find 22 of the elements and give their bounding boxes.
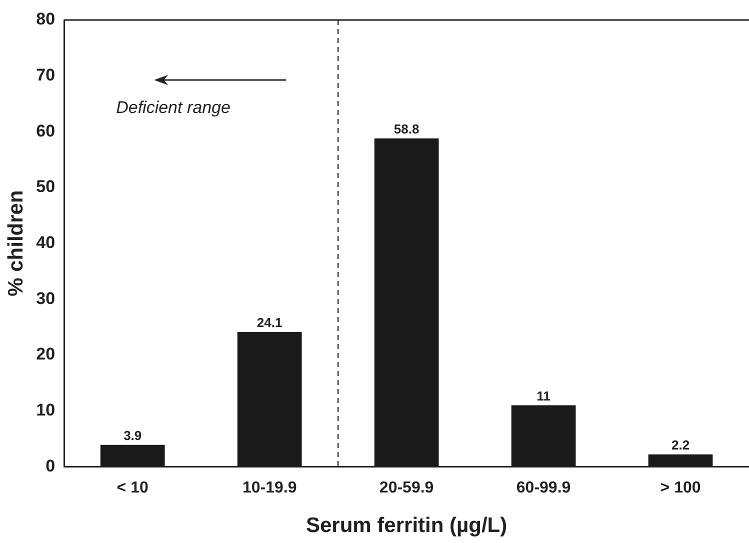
y-axis-title: % children [4, 190, 28, 296]
data-label: 24.1 [256, 315, 282, 330]
x-tick-label: < 10 [116, 480, 148, 497]
y-tick-label: 30 [36, 288, 56, 308]
x-tick-label: > 100 [660, 480, 701, 497]
data-label: 11 [536, 388, 550, 404]
data-label: 58.8 [394, 121, 420, 136]
x-tick-label: 10-19.9 [242, 480, 297, 497]
x-axis-title: Serum ferritin (µg/L) [306, 514, 508, 538]
y-tick-label: 50 [36, 177, 56, 196]
y-tick-label: 20 [36, 344, 56, 364]
y-tick-label: 40 [36, 232, 56, 252]
data-label: 2.2 [671, 437, 690, 452]
x-tick-label: 60-99.9 [516, 480, 571, 497]
annotation: Deficient range [116, 98, 230, 118]
y-tick-label: 70 [36, 66, 56, 85]
y-tick-label: 80 [36, 10, 56, 29]
x-tick-label: 20-59.9 [379, 480, 434, 497]
y-tick-label: 60 [36, 121, 56, 140]
y-tick-label: 0 [46, 456, 56, 476]
y-tick-label: 10 [36, 400, 56, 420]
data-label: 3.9 [124, 428, 142, 443]
